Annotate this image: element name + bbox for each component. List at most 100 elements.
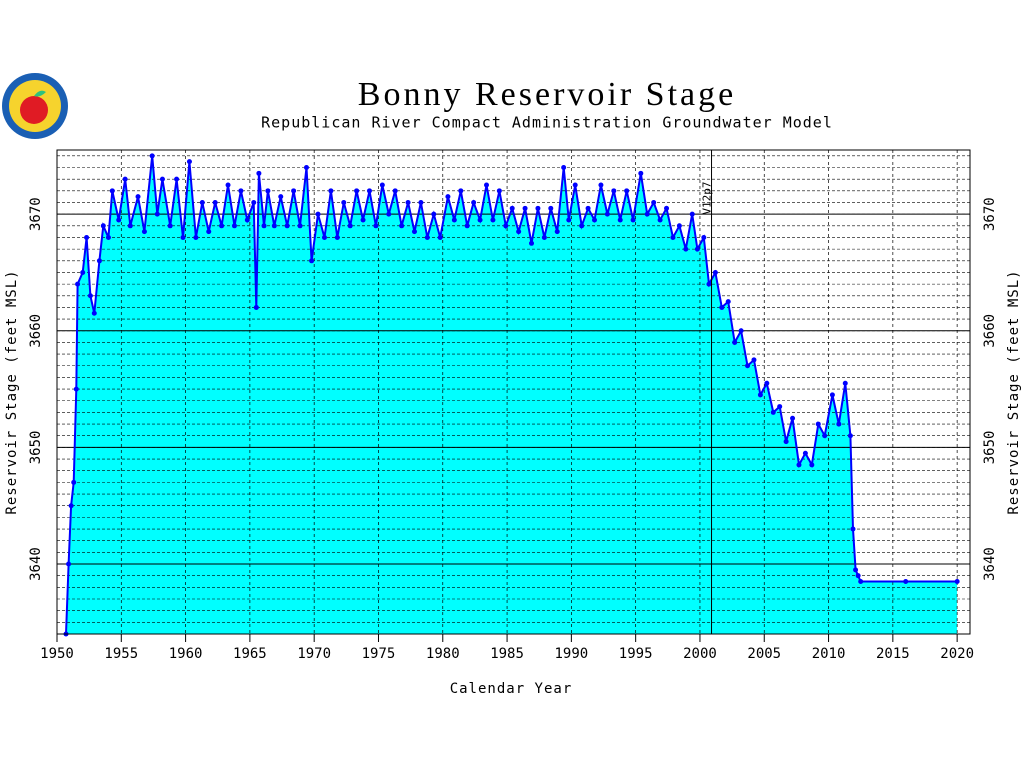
point — [244, 217, 250, 223]
point — [149, 153, 155, 159]
point — [579, 223, 585, 229]
point — [445, 194, 451, 200]
point — [431, 211, 437, 217]
logo-leaf — [34, 90, 46, 97]
point — [490, 217, 496, 223]
point — [379, 182, 385, 188]
point — [253, 304, 259, 310]
point — [738, 328, 744, 334]
x-tick-label: 1960 — [169, 646, 203, 662]
chart-title: Bonny Reservoir Stage — [358, 76, 736, 113]
point — [689, 211, 695, 217]
point — [836, 421, 842, 427]
point — [261, 223, 267, 229]
point — [725, 299, 731, 305]
y-tick-label: 3640 — [28, 547, 44, 581]
point — [745, 363, 751, 369]
point — [127, 223, 133, 229]
point — [105, 234, 111, 240]
point — [167, 223, 173, 229]
point — [638, 170, 644, 176]
point — [624, 188, 630, 194]
x-tick-label: 1985 — [490, 646, 524, 662]
y-tick-label: 3660 — [28, 314, 44, 348]
point — [676, 223, 682, 229]
point — [424, 234, 430, 240]
point — [265, 188, 271, 194]
point — [554, 229, 560, 235]
point — [483, 182, 489, 188]
point — [73, 386, 79, 392]
point — [341, 199, 347, 205]
annotation-text: V12p7 — [701, 181, 714, 214]
y2-axis-label: Reservoir Stage (feet MSL) — [1006, 269, 1022, 514]
chart-subtitle: Republican River Compact Administration … — [261, 114, 833, 132]
point — [701, 234, 707, 240]
point — [225, 182, 231, 188]
point — [604, 211, 610, 217]
point — [303, 164, 309, 170]
point — [790, 415, 796, 421]
point — [84, 234, 90, 240]
plot-frame — [56, 149, 971, 635]
point — [141, 229, 147, 235]
point — [271, 223, 277, 229]
point — [91, 310, 97, 316]
point — [464, 223, 470, 229]
point — [256, 170, 262, 176]
x-tick-label: 2020 — [940, 646, 974, 662]
point — [116, 217, 122, 223]
point — [180, 234, 186, 240]
point — [796, 462, 802, 468]
point — [855, 573, 861, 579]
point — [522, 205, 528, 211]
point — [503, 223, 509, 229]
point — [291, 188, 297, 194]
x-tick-label: 2005 — [747, 646, 781, 662]
point — [366, 188, 372, 194]
point — [80, 269, 86, 275]
point — [386, 211, 392, 217]
y-axis-label: Reservoir Stage (feet MSL) — [4, 269, 20, 514]
point — [100, 223, 106, 229]
point — [496, 188, 502, 194]
point — [66, 561, 72, 567]
point — [437, 234, 443, 240]
point — [206, 229, 212, 235]
logo — [2, 73, 68, 139]
point — [561, 164, 567, 170]
point — [328, 188, 334, 194]
point — [764, 380, 770, 386]
y-tick-label: 3670 — [28, 197, 44, 231]
point — [231, 223, 237, 229]
x-axis-label: Calendar Year — [450, 681, 573, 697]
point — [411, 229, 417, 235]
point — [592, 217, 598, 223]
y2-tick-label: 3640 — [982, 547, 998, 581]
point — [706, 281, 712, 287]
point — [732, 339, 738, 345]
point — [174, 176, 180, 182]
point — [360, 217, 366, 223]
point — [354, 188, 360, 194]
y2-tick-label: 3670 — [982, 197, 998, 231]
point — [347, 223, 353, 229]
x-tick-label: 2000 — [683, 646, 717, 662]
point — [850, 526, 856, 532]
point — [611, 188, 617, 194]
point — [815, 421, 821, 427]
point — [617, 217, 623, 223]
point — [135, 194, 141, 200]
point — [122, 176, 128, 182]
x-tick-label: 2010 — [812, 646, 846, 662]
x-tick-label: 1955 — [104, 646, 138, 662]
point — [315, 211, 321, 217]
point — [651, 199, 657, 205]
point — [451, 217, 457, 223]
point — [219, 223, 225, 229]
point — [670, 234, 676, 240]
point — [719, 304, 725, 310]
point — [392, 188, 398, 194]
point — [109, 188, 115, 194]
point — [630, 217, 636, 223]
